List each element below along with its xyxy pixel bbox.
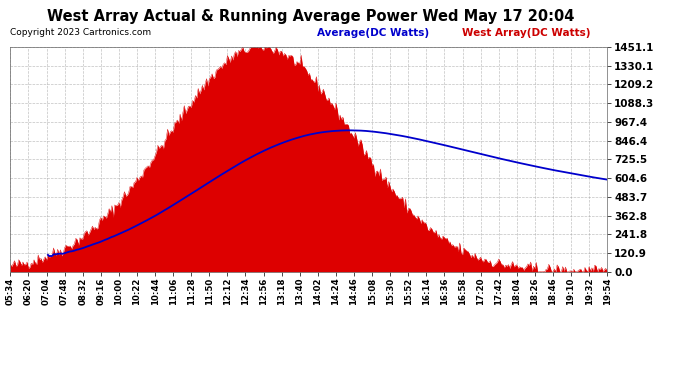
Text: Copyright 2023 Cartronics.com: Copyright 2023 Cartronics.com bbox=[10, 28, 152, 37]
Text: West Array Actual & Running Average Power Wed May 17 20:04: West Array Actual & Running Average Powe… bbox=[47, 9, 574, 24]
Text: West Array(DC Watts): West Array(DC Watts) bbox=[462, 28, 591, 38]
Text: Average(DC Watts): Average(DC Watts) bbox=[317, 28, 429, 38]
